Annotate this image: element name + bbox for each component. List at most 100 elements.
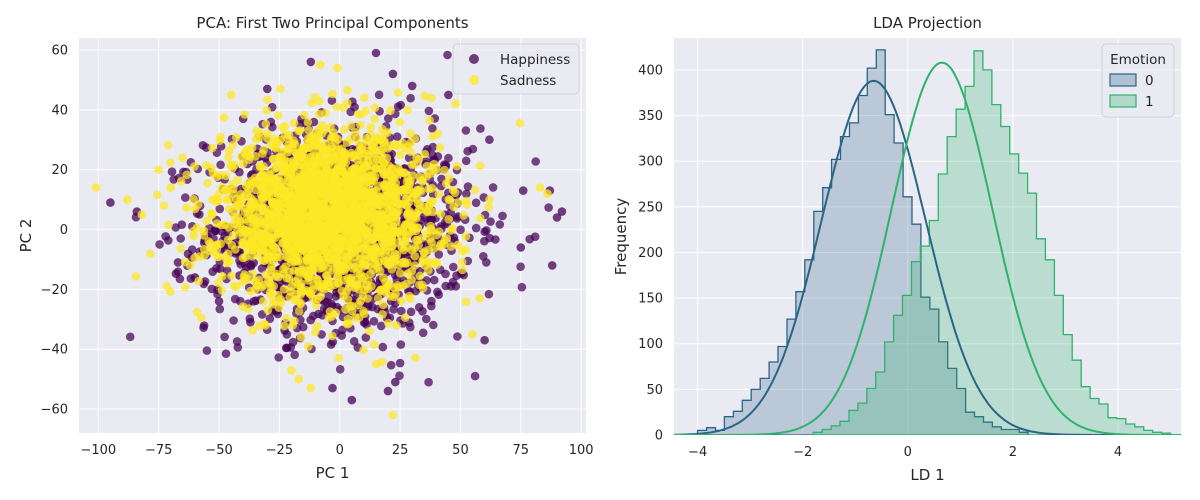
data-point xyxy=(288,337,298,347)
x-tick-label: 2 xyxy=(1009,445,1017,460)
data-point xyxy=(382,153,392,163)
data-point xyxy=(244,185,254,194)
y-tick-label: −40 xyxy=(41,343,68,358)
data-point xyxy=(349,206,358,216)
chart-title: PCA: First Two Principal Components xyxy=(196,14,468,32)
data-point xyxy=(369,340,379,349)
data-point xyxy=(343,295,353,304)
series-sadness-points xyxy=(91,60,552,420)
data-point xyxy=(308,132,318,141)
data-point xyxy=(484,289,494,299)
data-point xyxy=(194,276,203,286)
data-point xyxy=(246,193,255,202)
y-tick-label: 0 xyxy=(655,429,663,444)
x-tick-label: −100 xyxy=(80,443,116,458)
data-point xyxy=(402,191,411,200)
data-point xyxy=(91,183,101,192)
x-tick-label: 4 xyxy=(1114,445,1122,460)
data-point xyxy=(380,136,389,146)
data-point xyxy=(208,143,217,153)
data-point xyxy=(351,313,360,322)
data-point xyxy=(277,186,286,195)
data-point xyxy=(162,281,172,291)
data-point xyxy=(396,340,406,349)
data-point xyxy=(255,162,265,172)
histogram-plot xyxy=(674,49,1181,435)
data-point xyxy=(217,286,227,295)
data-point xyxy=(228,164,237,173)
data-point xyxy=(167,167,177,176)
data-point xyxy=(314,255,324,264)
data-point xyxy=(309,117,319,127)
data-point xyxy=(359,306,368,316)
data-point xyxy=(340,235,349,245)
data-point xyxy=(361,333,371,342)
data-point xyxy=(427,93,436,103)
data-point xyxy=(315,147,324,156)
y-tick-label: 350 xyxy=(638,109,663,124)
data-point xyxy=(316,60,325,70)
data-point xyxy=(270,164,279,173)
data-point xyxy=(446,242,456,251)
data-point xyxy=(317,120,327,130)
pca-scatter-chart: −100 −75 −50 −25 0 25 50 75 100 −60 −40 −20 0 20 40 60 P… xyxy=(17,14,594,482)
data-point xyxy=(216,239,225,249)
data-point xyxy=(370,233,380,242)
data-point xyxy=(365,326,374,336)
data-point xyxy=(358,164,368,174)
data-point xyxy=(332,102,341,112)
data-point xyxy=(366,123,376,132)
data-point xyxy=(240,110,249,119)
data-point xyxy=(428,142,438,152)
data-point xyxy=(411,353,420,363)
data-point xyxy=(403,105,412,115)
data-point xyxy=(336,242,345,251)
data-point xyxy=(384,318,393,328)
data-point xyxy=(369,317,379,326)
data-point xyxy=(390,257,400,266)
data-point xyxy=(356,120,365,130)
data-point xyxy=(535,183,545,192)
data-point xyxy=(176,177,186,186)
data-point xyxy=(343,252,353,261)
data-point xyxy=(182,170,191,180)
data-point xyxy=(403,173,413,182)
data-point xyxy=(426,224,436,234)
data-point xyxy=(298,190,308,200)
y-tick-label: 150 xyxy=(638,292,663,307)
data-point xyxy=(294,126,303,136)
data-point xyxy=(360,285,369,295)
data-point xyxy=(352,235,362,245)
data-point xyxy=(450,188,460,198)
data-point xyxy=(294,374,304,384)
data-point xyxy=(495,220,505,229)
data-point xyxy=(384,220,394,230)
data-point xyxy=(347,395,357,405)
data-point xyxy=(269,154,278,164)
data-point xyxy=(393,88,403,97)
data-point xyxy=(257,170,267,179)
data-point xyxy=(343,85,352,95)
data-point xyxy=(306,315,316,325)
data-point xyxy=(516,243,526,252)
data-point xyxy=(388,69,398,79)
data-point xyxy=(166,158,175,167)
data-point xyxy=(265,205,275,214)
data-point xyxy=(313,294,323,304)
data-point xyxy=(231,194,241,204)
data-point xyxy=(293,234,303,243)
data-point xyxy=(328,331,337,341)
data-point xyxy=(263,134,272,143)
data-point xyxy=(333,135,343,144)
data-point xyxy=(451,99,460,109)
data-point xyxy=(248,214,258,224)
data-point xyxy=(453,332,462,341)
data-point xyxy=(291,148,301,157)
data-point xyxy=(324,160,334,169)
data-point xyxy=(248,269,258,279)
data-point xyxy=(123,195,132,204)
data-point xyxy=(378,144,388,154)
data-point xyxy=(368,171,377,181)
data-point xyxy=(189,231,199,241)
data-point xyxy=(484,202,494,212)
